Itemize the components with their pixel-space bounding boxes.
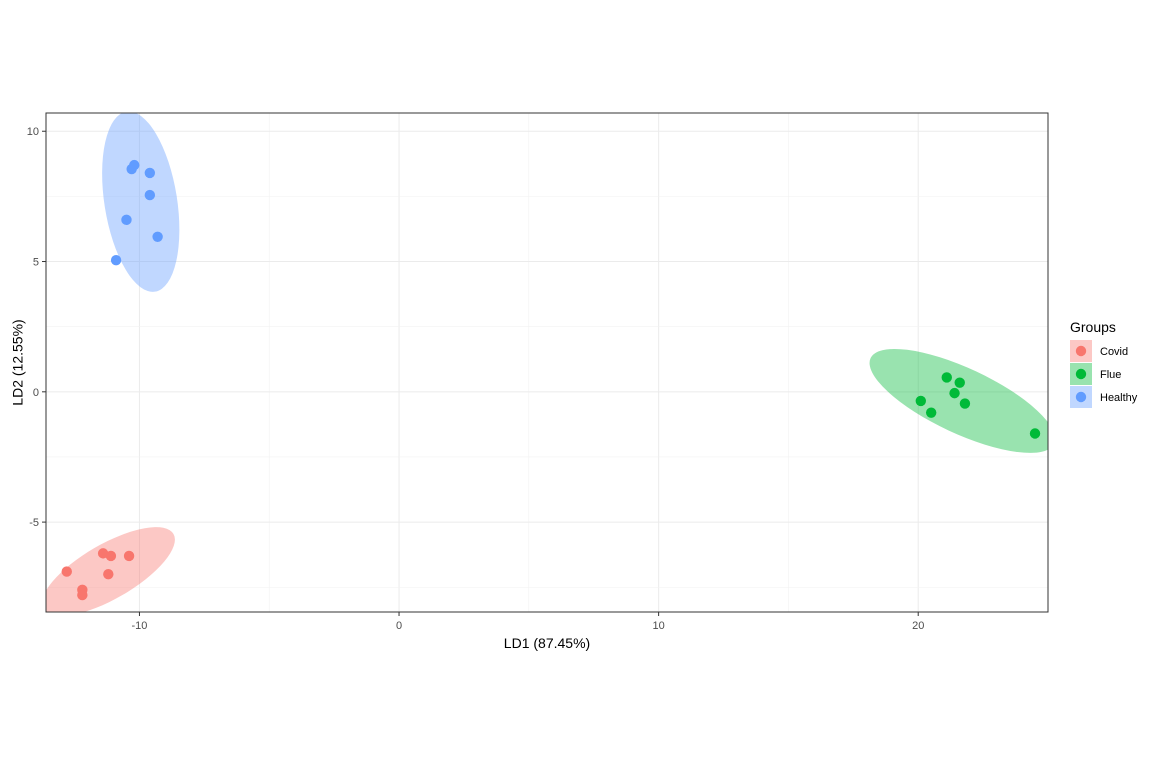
legend-label-covid: Covid xyxy=(1100,346,1128,358)
ellipse-healthy xyxy=(102,113,180,292)
plot-border xyxy=(45,112,1049,613)
point-healthy xyxy=(144,167,156,179)
legend-point-healthy xyxy=(1075,391,1087,403)
x-tick-label: 10 xyxy=(652,620,664,632)
point-flue xyxy=(959,398,971,409)
point-flue xyxy=(949,387,960,399)
point-flue xyxy=(954,377,965,388)
legend-point-flue xyxy=(1075,368,1087,380)
point-flue xyxy=(1029,428,1041,439)
y-axis-ticks: -5 0 5 10 xyxy=(27,126,46,529)
y-tick-label: 5 xyxy=(33,257,39,269)
point-flue xyxy=(925,407,937,418)
point-covid xyxy=(77,589,88,601)
legend-point-covid xyxy=(1075,345,1087,357)
legend: Groups Covid Flue Healthy xyxy=(1070,319,1138,408)
x-tick-label: 20 xyxy=(912,620,924,632)
x-tick-label: 0 xyxy=(396,620,402,632)
x-axis-ticks: -10 0 10 20 xyxy=(131,612,924,632)
point-healthy xyxy=(126,163,137,175)
point-healthy xyxy=(121,214,132,226)
point-covid xyxy=(105,550,117,562)
point-covid xyxy=(123,550,135,562)
point-flue xyxy=(915,395,927,407)
y-tick-label: -5 xyxy=(29,517,39,529)
x-axis-title: LD1 (87.45%) xyxy=(504,635,590,651)
point-flue xyxy=(941,372,952,383)
point-healthy xyxy=(110,255,122,266)
legend-label-flue: Flue xyxy=(1100,369,1121,381)
grid-lines xyxy=(46,113,1049,612)
x-tick-label: -10 xyxy=(131,620,147,632)
y-tick-label: 10 xyxy=(27,126,39,138)
y-tick-label: 0 xyxy=(33,387,39,399)
y-axis-title: LD2 (12.55%) xyxy=(10,319,26,405)
data-points xyxy=(61,159,1041,601)
legend-title: Groups xyxy=(1070,319,1116,335)
legend-label-healthy: Healthy xyxy=(1100,392,1138,404)
point-healthy xyxy=(152,231,163,242)
point-covid xyxy=(61,566,72,577)
point-covid xyxy=(103,569,114,580)
point-healthy xyxy=(144,189,156,201)
